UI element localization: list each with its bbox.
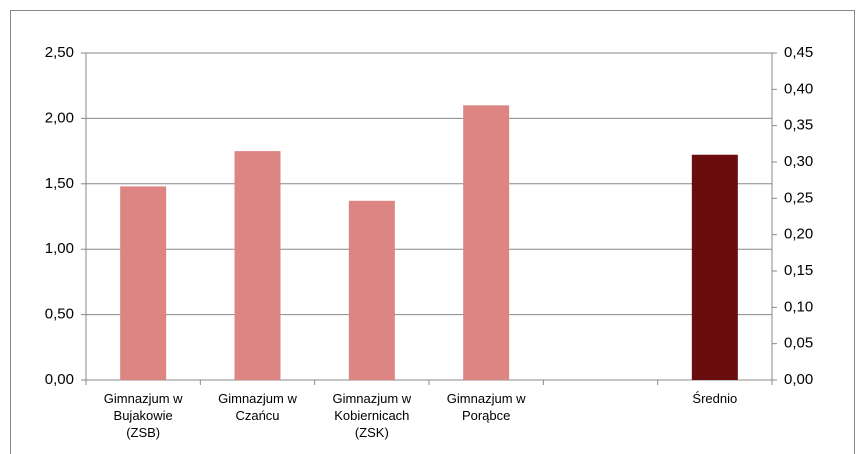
x-tick-label: Gimnazjum w Kobiernicach (ZSK) [332,391,411,440]
y-tick-label: 2,00 [45,109,74,126]
chart-border [10,10,855,454]
x-tick-label: Średnio [692,391,737,406]
y2-tick-label: 0,40 [784,80,813,97]
y-tick-label: 1,50 [45,175,74,192]
y2-tick-label: 0,35 [784,117,813,134]
x-tick-label: Gimnazjum w Czańcu [218,391,297,423]
y-tick-label: 0,50 [45,306,74,323]
y2-tick-label: 0,30 [784,153,813,170]
y2-tick-label: 0,15 [784,262,813,279]
y2-tick-label: 0,05 [784,335,813,352]
bar [234,151,281,380]
y2-tick-label: 0,45 [784,44,813,61]
y2-tick-label: 0,00 [784,371,813,388]
y2-tick-label: 0,25 [784,189,813,206]
x-tick-label: Gimnazjum w Bujakowie (ZSB) [104,391,183,440]
y2-tick-label: 0,20 [784,226,813,243]
x-tick-label: Gimnazjum w Porąbce [447,391,526,423]
bar [691,154,738,380]
bar [120,186,167,380]
y2-tick-label: 0,10 [784,298,813,315]
y-tick-label: 2,50 [45,44,74,61]
bar [348,200,395,380]
bar [463,105,510,380]
y-tick-label: 0,00 [45,371,74,388]
y-tick-label: 1,00 [45,240,74,257]
